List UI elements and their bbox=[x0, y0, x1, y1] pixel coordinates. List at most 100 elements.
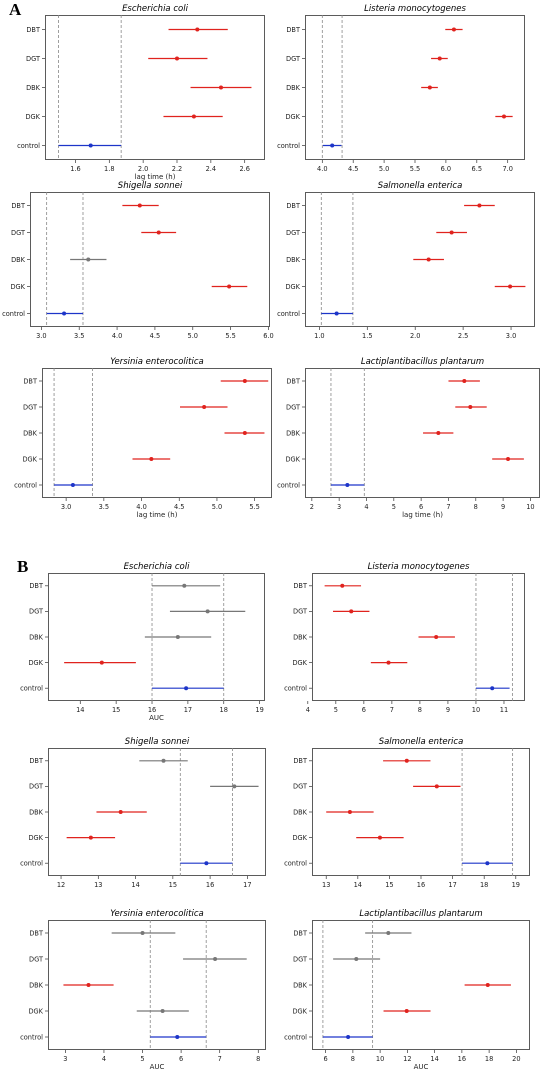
x-tick-label: 4 bbox=[364, 503, 368, 511]
x-tick-label: 2.5 bbox=[458, 332, 469, 340]
y-tick-label: DBT bbox=[29, 582, 44, 590]
y-tick-label: DGK bbox=[28, 834, 43, 842]
x-tick-label: 3.5 bbox=[74, 332, 85, 340]
y-tick-label: DBK bbox=[286, 84, 301, 92]
point-control bbox=[175, 1035, 180, 1039]
x-tick-label: 3.5 bbox=[99, 503, 110, 511]
y-tick-label: DGT bbox=[23, 403, 38, 411]
point-dbk bbox=[434, 635, 439, 639]
y-tick-label: DBT bbox=[286, 202, 301, 210]
subplot-title: Lactiplantibacillus plantarum bbox=[359, 909, 482, 919]
subplot-2: 4.0 4.5 5.0 5.5 6.0 6.5 7.0 DBT DGT DBK DGK control… bbox=[277, 4, 525, 173]
y-tick-label: control bbox=[17, 142, 40, 150]
y-tick-label: control bbox=[284, 685, 307, 693]
point-dbt bbox=[161, 758, 166, 763]
chart-svg: 3.0 3.5 4.0 4.5 5.0 5.5 6.0 DBT DGT DBK DGK control… bbox=[2, 181, 274, 340]
y-tick-label: DBT bbox=[293, 757, 308, 765]
point-dbt bbox=[182, 583, 187, 588]
y-tick-label: DGK bbox=[285, 283, 300, 291]
panel-a-label: A bbox=[9, 0, 22, 19]
subplot-11: 3 4 5 6 7 8 DBT DGT DBK DGK control Yersinia entero… bbox=[20, 909, 266, 1071]
y-tick-label: DBK bbox=[29, 808, 44, 816]
y-tick-label: DGK bbox=[285, 113, 300, 121]
x-tick-label: 18 bbox=[480, 881, 488, 889]
x-tick-label: 5.5 bbox=[410, 165, 421, 173]
y-tick-label: DBT bbox=[293, 582, 308, 590]
x-tick-label: 13 bbox=[94, 881, 102, 889]
x-tick-label: 10 bbox=[472, 706, 480, 714]
y-tick-label: DBT bbox=[26, 26, 41, 34]
x-tick-label: 9 bbox=[501, 503, 505, 511]
y-tick-label: DBK bbox=[286, 429, 301, 437]
subplot-title: Salmonella enterica bbox=[378, 181, 463, 191]
x-tick-label: 1.6 bbox=[70, 165, 81, 173]
point-dgt bbox=[449, 230, 454, 235]
y-tick-label: DBK bbox=[293, 808, 308, 816]
subplot-title: Listeria monocytogenes bbox=[364, 4, 466, 14]
x-tick-label: 12 bbox=[57, 881, 65, 889]
y-tick-label: DGK bbox=[292, 1007, 307, 1015]
y-tick-label: control bbox=[14, 481, 37, 489]
point-control bbox=[88, 143, 93, 148]
y-tick-label: DBK bbox=[23, 429, 38, 437]
x-tick-label: 8 bbox=[256, 1055, 260, 1063]
point-dbk bbox=[242, 431, 247, 435]
y-tick-label: DBT bbox=[23, 377, 38, 385]
y-tick-label: control bbox=[284, 1033, 307, 1041]
point-dbt bbox=[462, 379, 467, 383]
chart-svg: 12 13 14 15 16 17 DBT DGT DBK DGK control Shigella … bbox=[20, 737, 266, 889]
chart-svg: 2 3 4 5 6 7 8 9 10 DBT DGT DBK DGK control Lactiplanti… bbox=[277, 357, 540, 519]
point-control bbox=[485, 861, 490, 866]
y-tick-label: DGT bbox=[293, 783, 308, 791]
point-dbk bbox=[219, 85, 223, 90]
x-axis-label: AUC bbox=[150, 1063, 165, 1071]
point-dbt bbox=[195, 27, 200, 32]
x-tick-label: 18 bbox=[485, 1055, 493, 1063]
subplot-title: Escherichia coli bbox=[124, 562, 191, 572]
point-control bbox=[330, 143, 335, 148]
x-tick-label: 14 bbox=[430, 1055, 438, 1063]
x-axis-label: lag time (h) bbox=[137, 511, 178, 519]
x-axis-label: AUC bbox=[149, 714, 164, 722]
x-tick-label: 9 bbox=[446, 706, 450, 714]
subplot-9: 12 13 14 15 16 17 DBT DGT DBK DGK control Shigella … bbox=[20, 737, 266, 889]
plot-frame bbox=[305, 15, 525, 160]
x-tick-label: 5.0 bbox=[188, 332, 199, 340]
y-tick-label: DGT bbox=[293, 608, 308, 616]
plot-frame bbox=[48, 920, 266, 1050]
chart-svg: 3 4 5 6 7 8 DBT DGT DBK DGK control Yersinia entero… bbox=[20, 909, 266, 1071]
chart-svg: 13 14 15 16 17 18 19 DBT DGT DBK DGK control Salmone… bbox=[284, 737, 530, 889]
y-tick-label: DGT bbox=[29, 783, 44, 791]
x-tick-label: 6.5 bbox=[472, 165, 483, 173]
x-tick-label: 17 bbox=[184, 706, 192, 714]
x-tick-label: 7 bbox=[446, 503, 450, 511]
x-tick-label: 15 bbox=[385, 881, 393, 889]
subplot-title: Shigella sonnei bbox=[125, 737, 190, 747]
x-tick-label: 6 bbox=[324, 1055, 328, 1063]
x-tick-label: 6.0 bbox=[263, 332, 274, 340]
x-tick-label: 4.5 bbox=[348, 165, 359, 173]
x-tick-label: 11 bbox=[500, 706, 508, 714]
x-tick-label: 17 bbox=[448, 881, 456, 889]
x-axis-label: lag time (h) bbox=[402, 511, 443, 519]
plot-frame bbox=[312, 748, 530, 876]
y-tick-label: DGK bbox=[285, 455, 300, 463]
plot-frame bbox=[305, 368, 540, 498]
point-control bbox=[204, 861, 209, 866]
x-tick-label: 16 bbox=[458, 1055, 466, 1063]
point-dbk bbox=[426, 257, 431, 262]
y-tick-label: DGT bbox=[11, 229, 26, 237]
x-tick-label: 10 bbox=[526, 503, 534, 511]
x-tick-label: 5.0 bbox=[212, 503, 223, 511]
y-tick-label: DGT bbox=[286, 229, 301, 237]
y-tick-label: DBK bbox=[293, 981, 308, 989]
x-tick-label: 15 bbox=[169, 881, 177, 889]
point-dgk bbox=[160, 1009, 165, 1013]
x-tick-label: 3.0 bbox=[506, 332, 517, 340]
y-tick-label: DGK bbox=[10, 283, 25, 291]
y-tick-label: control bbox=[20, 685, 43, 693]
x-tick-label: 17 bbox=[243, 881, 251, 889]
y-tick-label: DGT bbox=[29, 608, 44, 616]
point-dgt bbox=[232, 784, 237, 789]
y-tick-label: control bbox=[277, 310, 300, 318]
